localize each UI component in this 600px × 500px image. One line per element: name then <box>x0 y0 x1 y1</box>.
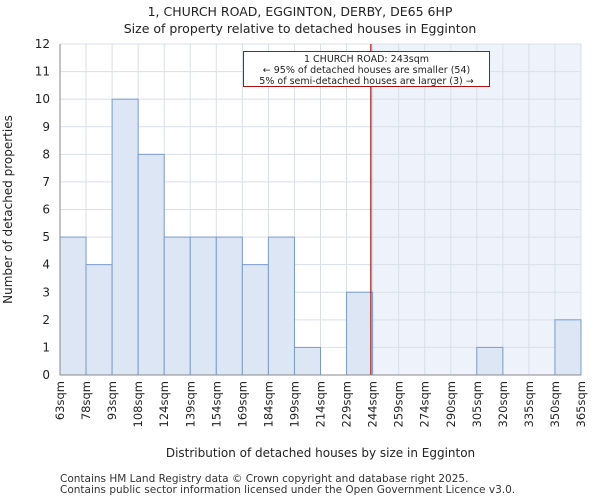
x-tick-label: 244sqm <box>366 381 380 427</box>
x-tick-label: 350sqm <box>548 381 562 427</box>
x-tick-label: 365sqm <box>574 381 588 427</box>
x-tick-label: 139sqm <box>183 381 197 427</box>
histogram-bar <box>476 346 504 376</box>
y-tick-label: 4 <box>42 258 50 272</box>
x-tick-label: 259sqm <box>392 381 406 427</box>
chart-title: 1, CHURCH ROAD, EGGINTON, DERBY, DE65 6H… <box>147 4 453 19</box>
histogram-bar <box>346 291 374 376</box>
x-tick-label: 290sqm <box>444 381 458 427</box>
y-tick-label: 8 <box>42 147 50 161</box>
x-tick-label: 184sqm <box>261 381 275 427</box>
x-tick-label: 320sqm <box>496 381 510 427</box>
histogram-bar <box>293 346 322 376</box>
y-tick-label: 10 <box>35 92 50 106</box>
x-tick-label: 305sqm <box>470 381 484 427</box>
annotation-line-3: 5% of semi-detached houses are larger (3… <box>259 76 474 87</box>
y-tick-label: 11 <box>35 65 50 79</box>
y-tick-label: 1 <box>42 340 50 354</box>
x-tick-label: 214sqm <box>314 381 328 427</box>
histogram-bar <box>59 236 87 376</box>
x-tick-label: 274sqm <box>418 381 432 427</box>
histogram-bar <box>137 153 165 376</box>
x-tick-label: 335sqm <box>522 381 536 427</box>
x-tick-label: 199sqm <box>287 381 301 427</box>
footer-copyright: Contains HM Land Registry data © Crown c… <box>60 473 469 485</box>
histogram-bar <box>267 236 295 376</box>
histogram-bar <box>111 98 139 376</box>
y-tick-label: 0 <box>42 368 50 382</box>
y-axis-label: Number of detached properties <box>1 115 15 304</box>
x-tick-label: 63sqm <box>53 381 67 420</box>
y-tick-label: 12 <box>35 37 50 51</box>
chart-subtitle: Size of property relative to detached ho… <box>123 21 477 36</box>
footer-licence: Contains public sector information licen… <box>60 484 516 496</box>
y-tick-label: 2 <box>42 313 50 327</box>
y-tick-label: 6 <box>42 203 50 217</box>
x-tick-label: 108sqm <box>131 381 145 427</box>
annotation-line-2: ← 95% of detached houses are smaller (54… <box>262 65 471 76</box>
x-tick-label: 93sqm <box>105 381 119 420</box>
histogram-bar <box>215 236 243 376</box>
x-tick-label: 169sqm <box>235 381 249 427</box>
histogram-bar <box>189 236 217 376</box>
x-tick-label: 229sqm <box>340 381 354 427</box>
y-tick-label: 7 <box>42 175 50 189</box>
x-tick-label: 124sqm <box>157 381 171 427</box>
marker-annotation: 1 CHURCH ROAD: 243sqm ← 95% of detached … <box>243 51 490 87</box>
y-tick-label: 9 <box>42 120 50 134</box>
histogram-bar <box>241 264 269 376</box>
histogram-bar <box>163 236 191 376</box>
x-tick-label: 78sqm <box>79 381 93 420</box>
x-tick-label: 154sqm <box>209 381 223 427</box>
y-tick-label: 5 <box>42 230 50 244</box>
x-axis-label: Distribution of detached houses by size … <box>166 446 475 460</box>
histogram-bar <box>85 264 113 376</box>
y-tick-label: 3 <box>42 285 50 299</box>
histogram-bar <box>554 319 582 376</box>
annotation-line-1: 1 CHURCH ROAD: 243sqm <box>303 54 430 65</box>
